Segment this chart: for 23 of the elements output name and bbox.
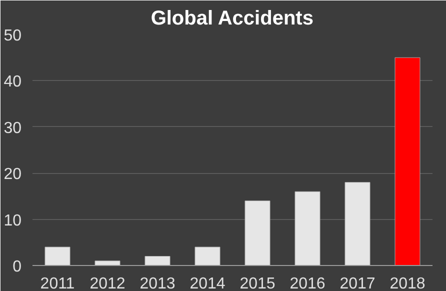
- bar: [344, 182, 370, 266]
- bar: [294, 191, 320, 266]
- y-tick-label: 0: [12, 258, 22, 276]
- bar: [144, 256, 170, 266]
- y-tick-label: 10: [4, 212, 22, 230]
- bar: [44, 246, 70, 266]
- x-tick-label: 2012: [90, 276, 126, 291]
- bar: [194, 246, 220, 266]
- y-tick-label: 20: [4, 166, 22, 184]
- x-tick-label: 2017: [340, 276, 376, 291]
- bar: [394, 57, 420, 266]
- x-tick-label: 2013: [140, 276, 176, 291]
- y-tick-label: 30: [4, 120, 22, 137]
- bar: [94, 260, 120, 266]
- chart-title: Global Accidents: [150, 8, 314, 30]
- y-tick-label: 40: [4, 74, 22, 91]
- x-tick-label: 2011: [40, 276, 75, 291]
- x-tick-label: 2015: [240, 276, 276, 291]
- x-tick-label: 2016: [290, 276, 326, 291]
- y-tick-label: 50: [4, 28, 22, 44]
- x-tick-label: 2014: [190, 276, 226, 291]
- x-tick-label: 2018: [390, 276, 426, 291]
- bar: [244, 200, 270, 266]
